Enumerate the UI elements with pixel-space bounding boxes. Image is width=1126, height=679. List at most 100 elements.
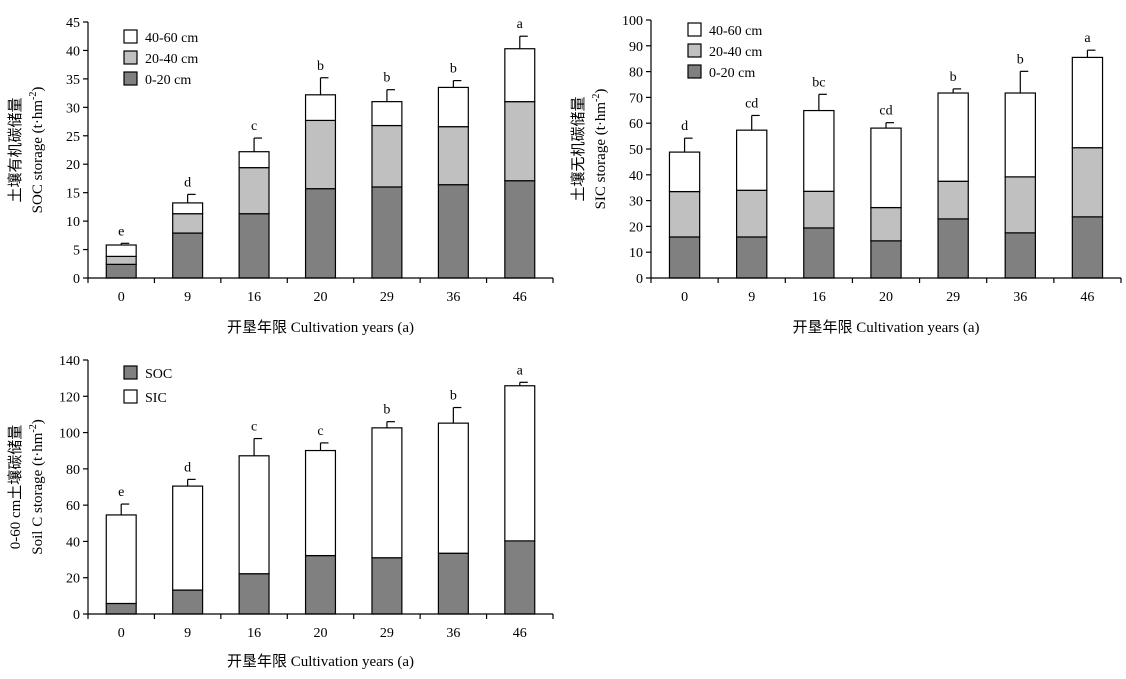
legend-swatch bbox=[123, 365, 138, 380]
bar-20-40cm-36 bbox=[437, 126, 469, 186]
bar-sic-20 bbox=[304, 449, 337, 557]
bar-soc-46 bbox=[504, 540, 536, 615]
significance-label: c bbox=[251, 119, 257, 134]
y-tick-label: 120 bbox=[59, 390, 80, 405]
bar-40-60cm-0 bbox=[668, 151, 701, 193]
legend-swatch bbox=[123, 71, 138, 86]
y-tick-label: 80 bbox=[629, 66, 643, 81]
legend-label: 20-40 cm bbox=[709, 45, 762, 60]
legend-swatch bbox=[687, 22, 702, 37]
x-tick-label: 0 bbox=[118, 290, 125, 305]
legend-label: SOC bbox=[145, 367, 172, 382]
bar-20-40cm-20 bbox=[870, 206, 902, 242]
y-tick-label: 50 bbox=[629, 143, 643, 158]
y-tick-label: 80 bbox=[66, 463, 80, 478]
significance-label: b bbox=[383, 71, 390, 86]
bar-0-20cm-9 bbox=[736, 236, 768, 279]
significance-label: cd bbox=[745, 96, 758, 111]
legend-label: SIC bbox=[145, 391, 167, 406]
bar-40-60cm-46 bbox=[1071, 56, 1104, 149]
y-axis-title-cn: 土壤有机碳储量 bbox=[6, 97, 24, 202]
x-tick-label: 0 bbox=[681, 290, 688, 305]
y-axis-title-en: SIC storage (t·hm-2) bbox=[591, 89, 609, 210]
y-tick-label: 0 bbox=[636, 272, 643, 287]
legend-swatch bbox=[123, 29, 138, 44]
significance-label: e bbox=[118, 224, 124, 239]
x-tick-label: 46 bbox=[513, 626, 527, 641]
significance-label: d bbox=[184, 460, 191, 475]
significance-label: b bbox=[450, 389, 457, 404]
bar-0-20cm-20 bbox=[304, 188, 337, 279]
bar-soc-9 bbox=[172, 589, 204, 615]
y-tick-label: 40 bbox=[629, 169, 643, 184]
bar-0-20cm-36 bbox=[437, 184, 469, 279]
y-tick-label: 60 bbox=[66, 499, 80, 514]
bar-20-40cm-36 bbox=[1004, 176, 1036, 234]
bar-40-60cm-29 bbox=[371, 101, 403, 127]
x-tick-label: 0 bbox=[118, 626, 125, 641]
x-tick-label: 9 bbox=[748, 290, 755, 305]
legend-swatch bbox=[687, 64, 702, 79]
x-tick-label: 16 bbox=[247, 290, 261, 305]
bar-40-60cm-36 bbox=[1004, 92, 1036, 178]
bar-0-20cm-0 bbox=[668, 236, 701, 279]
legend-label: 20-40 cm bbox=[145, 52, 198, 67]
bar-soc-29 bbox=[371, 557, 403, 615]
significance-label: d bbox=[681, 119, 688, 134]
x-tick-label: 9 bbox=[184, 626, 191, 641]
bar-20-40cm-9 bbox=[736, 189, 768, 238]
y-tick-label: 100 bbox=[59, 427, 80, 442]
significance-label: c bbox=[317, 424, 323, 439]
bar-20-40cm-46 bbox=[1071, 147, 1104, 218]
x-tick-label: 29 bbox=[946, 290, 960, 305]
bar-20-40cm-0 bbox=[105, 255, 137, 265]
bar-40-60cm-29 bbox=[937, 92, 969, 182]
bar-40-60cm-46 bbox=[504, 48, 536, 103]
soc-storage-chart: e d c b b b a 0 5 10 15 20 25 30 35 40 45 0 9 16 20 29 36 46 开垦年… bbox=[6, 16, 554, 336]
legend-label: 0-20 cm bbox=[145, 73, 191, 88]
bar-0-20cm-36 bbox=[1004, 232, 1036, 279]
bar-20-40cm-0 bbox=[668, 190, 701, 238]
bar-40-60cm-16 bbox=[238, 151, 270, 169]
x-tick-label: 36 bbox=[446, 626, 460, 641]
y-tick-label: 90 bbox=[629, 40, 643, 55]
y-tick-label: 35 bbox=[66, 73, 80, 88]
bar-soc-0 bbox=[105, 602, 137, 615]
bar-sic-36 bbox=[437, 422, 469, 554]
legend-label: 40-60 cm bbox=[145, 31, 198, 46]
y-tick-label: 25 bbox=[66, 130, 80, 145]
y-tick-label: 30 bbox=[629, 195, 643, 210]
bar-soc-16 bbox=[238, 573, 270, 615]
x-axis-title: 开垦年限 Cultivation years (a) bbox=[227, 653, 414, 670]
y-tick-label: 30 bbox=[66, 101, 80, 116]
x-tick-label: 16 bbox=[812, 290, 826, 305]
y-tick-label: 0 bbox=[73, 608, 80, 623]
soil-c-storage-chart: e d c c b b a 0 20 40 60 80 100 120 140 0 9 16 20 29 36 46 开垦年… bbox=[6, 354, 554, 670]
bar-0-20cm-29 bbox=[937, 218, 969, 279]
x-tick-label: 36 bbox=[446, 290, 460, 305]
bar-20-40cm-20 bbox=[304, 119, 337, 190]
x-tick-label: 16 bbox=[247, 626, 261, 641]
y-axis-title-en: SOC storage (t·hm-2) bbox=[28, 87, 46, 214]
x-tick-label: 46 bbox=[1080, 290, 1094, 305]
significance-label: e bbox=[118, 485, 124, 500]
legend-swatch bbox=[123, 50, 138, 65]
x-tick-label: 29 bbox=[380, 290, 394, 305]
y-tick-label: 60 bbox=[629, 117, 643, 132]
y-tick-label: 45 bbox=[66, 16, 80, 31]
y-tick-label: 70 bbox=[629, 91, 643, 106]
y-tick-label: 20 bbox=[66, 158, 80, 173]
bar-0-20cm-16 bbox=[238, 213, 270, 279]
significance-label: b bbox=[950, 70, 957, 85]
bar-0-20cm-29 bbox=[371, 186, 403, 279]
legend-label: 0-20 cm bbox=[709, 66, 755, 81]
bar-0-20cm-16 bbox=[803, 227, 835, 279]
bar-sic-0 bbox=[105, 514, 137, 605]
significance-label: a bbox=[517, 17, 524, 32]
bar-soc-20 bbox=[304, 554, 337, 615]
bar-40-60cm-0 bbox=[105, 244, 137, 257]
y-tick-label: 40 bbox=[66, 535, 80, 550]
y-tick-label: 140 bbox=[59, 354, 80, 369]
bar-20-40cm-29 bbox=[937, 180, 969, 220]
